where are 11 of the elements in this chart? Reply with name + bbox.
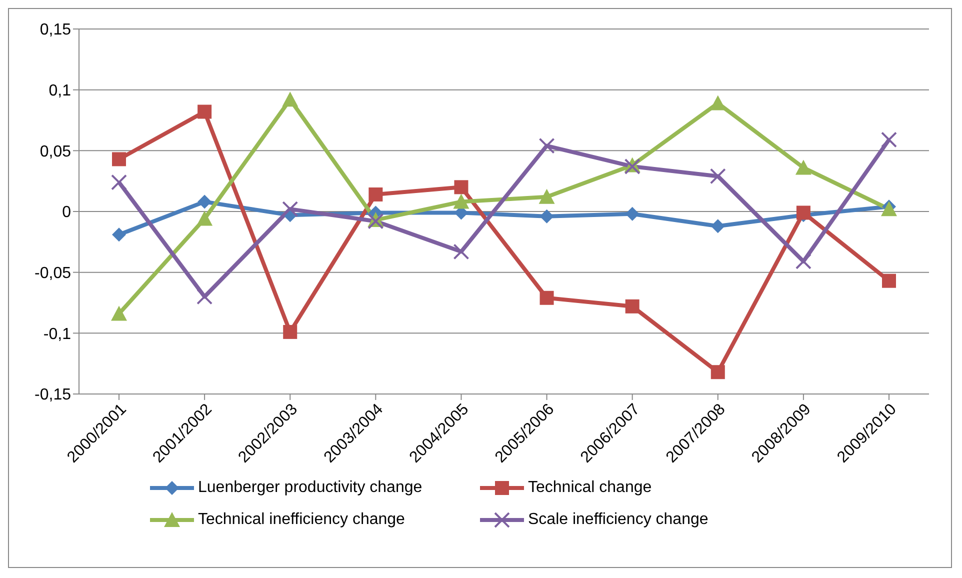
legend-label: Technical change (527, 479, 653, 497)
y-tick-label: -0,05 (34, 265, 72, 282)
y-tick-label: 0,1 (48, 82, 72, 100)
y-tick-label: 0,15 (40, 22, 72, 39)
legend-label: Scale inefficiency change (527, 511, 710, 529)
legend-label: Luenberger productivity change (197, 479, 424, 497)
legend-label: Technical inefficiency change (197, 511, 406, 529)
y-tick-label: -0,15 (34, 386, 72, 404)
y-tick-label: 0 (62, 204, 72, 222)
y-tick-label: 0,05 (40, 143, 72, 160)
y-tick-label: -0,1 (43, 326, 72, 343)
